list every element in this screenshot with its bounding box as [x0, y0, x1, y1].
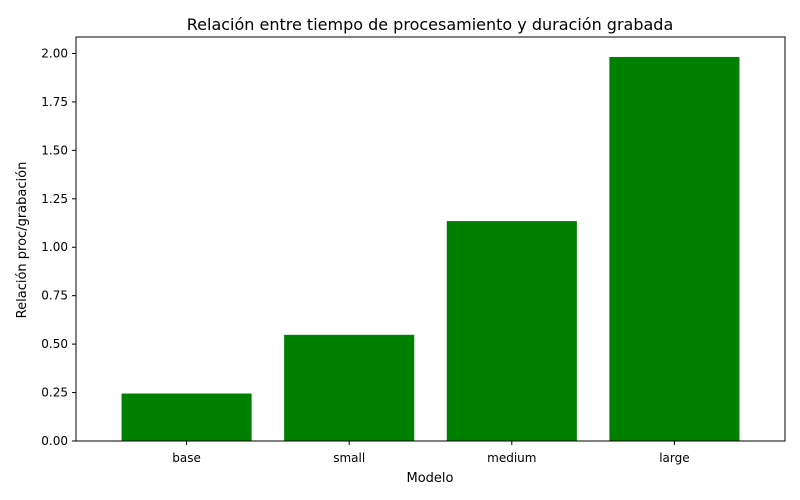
y-tick-label: 0.25: [41, 386, 68, 400]
y-tick-label: 0.00: [41, 434, 68, 448]
bar-base: [121, 393, 252, 441]
x-tick-label: small: [333, 451, 365, 465]
plot-frame: [75, 36, 786, 442]
x-ticks-group: base small medium large: [172, 441, 690, 465]
chart-title: Relación entre tiempo de procesamiento y…: [187, 15, 674, 34]
y-tick-label: 1.25: [41, 192, 68, 206]
y-tick-label: 0.75: [41, 289, 68, 303]
y-ticks-group: 0.00 0.25 0.50 0.75 1.00 1.25 1.50 1.75 2.00: [41, 46, 76, 448]
bars-group: [121, 56, 740, 441]
bar-medium: [446, 221, 577, 441]
x-tick-label: base: [172, 451, 201, 465]
bar-small: [284, 334, 415, 441]
x-axis-label: Modelo: [407, 471, 454, 486]
x-tick-label: medium: [487, 451, 536, 465]
x-tick-label: large: [659, 451, 689, 465]
y-tick-label: 2.00: [41, 46, 68, 60]
y-tick-label: 1.50: [41, 143, 68, 157]
y-tick-label: 1.75: [41, 95, 68, 109]
y-tick-label: 0.50: [41, 337, 68, 351]
bar-large: [609, 56, 740, 441]
y-axis-label: Relación proc/grabación: [15, 162, 30, 319]
y-tick-label: 1.00: [41, 240, 68, 254]
